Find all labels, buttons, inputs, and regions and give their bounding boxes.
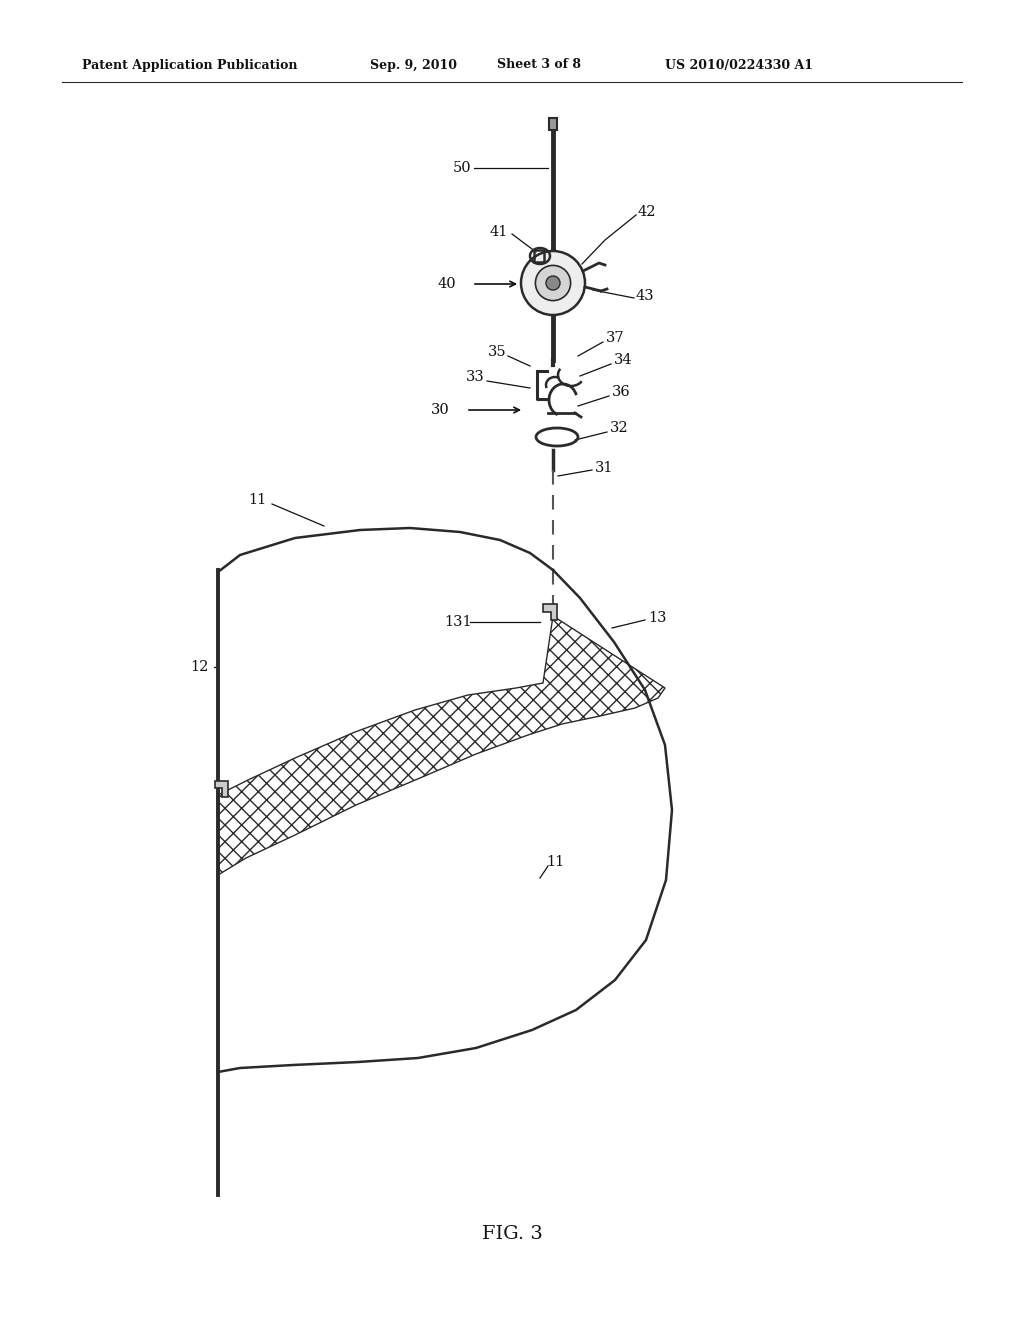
Text: 11: 11 [546, 855, 564, 869]
Text: Sheet 3 of 8: Sheet 3 of 8 [497, 58, 581, 71]
Circle shape [546, 276, 560, 290]
Text: Sep. 9, 2010: Sep. 9, 2010 [370, 58, 457, 71]
Text: 131: 131 [444, 615, 472, 630]
Polygon shape [218, 616, 665, 875]
Text: 42: 42 [638, 205, 656, 219]
Text: 11: 11 [248, 492, 266, 507]
Text: 30: 30 [431, 403, 450, 417]
Text: 37: 37 [606, 331, 625, 345]
Circle shape [521, 251, 585, 315]
Polygon shape [543, 605, 557, 620]
Text: 43: 43 [636, 289, 654, 304]
Text: 34: 34 [614, 352, 633, 367]
Circle shape [536, 265, 570, 301]
Text: 32: 32 [610, 421, 629, 436]
Polygon shape [549, 117, 557, 129]
Text: 36: 36 [612, 385, 631, 399]
Text: 50: 50 [453, 161, 472, 176]
Text: 12: 12 [190, 660, 208, 675]
Text: 40: 40 [437, 277, 456, 290]
Text: 33: 33 [466, 370, 484, 384]
Text: 31: 31 [595, 461, 613, 475]
Text: US 2010/0224330 A1: US 2010/0224330 A1 [665, 58, 813, 71]
Text: 13: 13 [648, 611, 667, 624]
Text: 35: 35 [488, 345, 507, 359]
Text: FIG. 3: FIG. 3 [481, 1225, 543, 1243]
Polygon shape [215, 781, 228, 797]
Text: 41: 41 [490, 224, 508, 239]
Text: Patent Application Publication: Patent Application Publication [82, 58, 298, 71]
